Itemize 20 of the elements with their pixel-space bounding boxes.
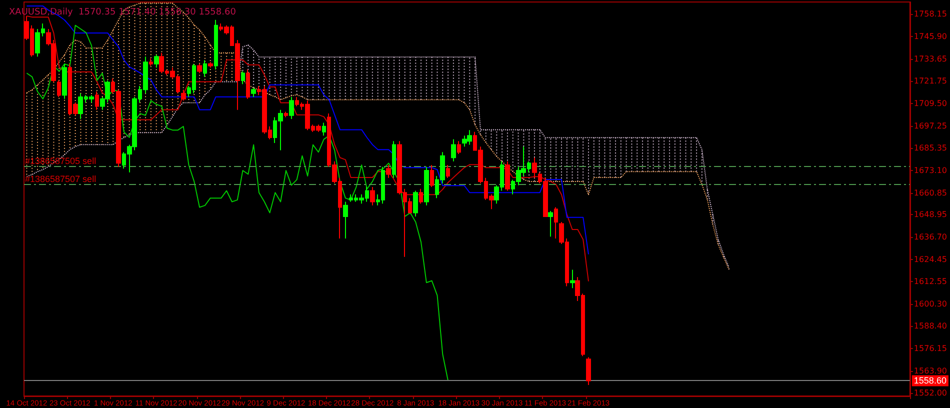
y-tick-label: 1552.00: [914, 388, 948, 398]
y-tick-label: 1660.85: [914, 188, 948, 198]
y-tick-label: 1673.10: [914, 166, 948, 175]
y-tick-label: 1709.50: [914, 98, 948, 108]
y-tick-label: 1733.65: [914, 54, 948, 64]
y-tick-label: 1697.25: [914, 121, 948, 130]
y-tick-label: 1600.30: [914, 300, 948, 309]
y-tick-label: 1685.35: [914, 143, 948, 152]
y-tick-label: 1624.45: [914, 255, 948, 264]
y-tick-label: 1745.90: [914, 32, 948, 42]
y-tick-label: 1588.40: [914, 321, 948, 330]
y-tick-label: 1636.70: [914, 232, 948, 242]
ref-line-label: 1558.60: [914, 376, 946, 386]
y-tick-label: 1576.15: [914, 344, 948, 353]
y-tick-label: 1648.95: [914, 210, 948, 220]
y-tick-label: 1563.90: [914, 366, 948, 376]
y-tick-label: 1721.75: [914, 76, 948, 86]
y-tick-label: 1758.15: [914, 10, 948, 19]
ref-line-label: #1386587507 sell: [25, 174, 96, 184]
y-tick-label: 1612.55: [914, 277, 948, 286]
